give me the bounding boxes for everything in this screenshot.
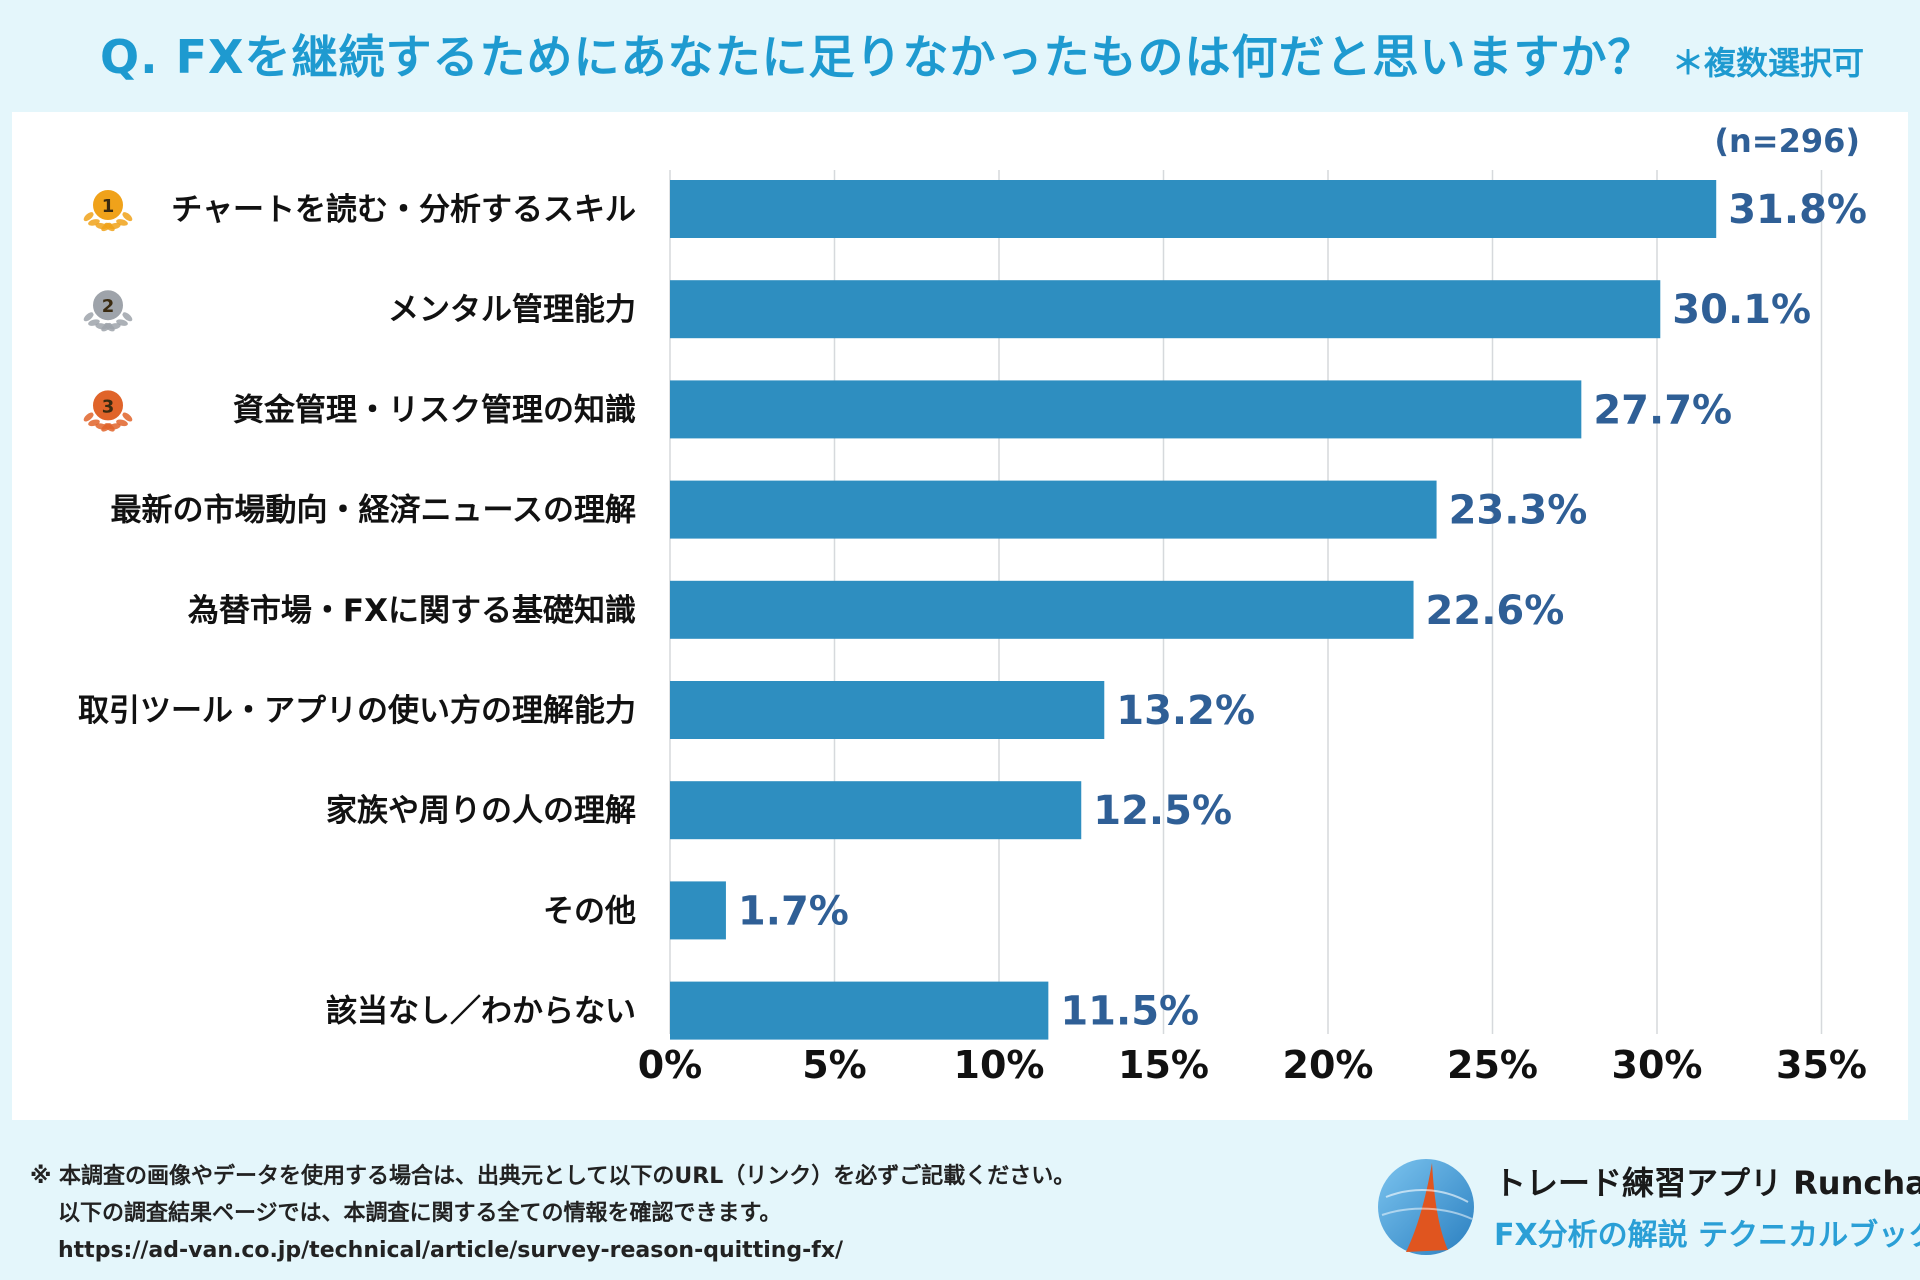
medal-disc xyxy=(91,388,125,423)
laurel-leaf xyxy=(122,212,133,222)
x-tick-label: 30% xyxy=(1612,1043,1703,1087)
bar-value-label: 30.1% xyxy=(1672,287,1811,333)
bar-value-label: 27.7% xyxy=(1593,387,1732,433)
category-label: その他 xyxy=(543,893,636,929)
medal-disc xyxy=(91,288,125,323)
runcha-logo-icon xyxy=(1378,1159,1474,1255)
medal-rank-label: 2 xyxy=(102,296,115,317)
medal-disc xyxy=(91,188,125,222)
x-tick-label: 35% xyxy=(1776,1043,1867,1087)
bar xyxy=(670,480,1437,539)
bar xyxy=(670,881,726,940)
rank-medal-icon: 3 xyxy=(83,388,133,432)
bar-value-label: 11.5% xyxy=(1060,989,1199,1035)
laurel-leaf xyxy=(101,423,112,432)
source-url[interactable]: https://ad-van.co.jp/technical/article/s… xyxy=(58,1238,844,1263)
brand-name: トレード練習アプリ Runcha xyxy=(1494,1164,1920,1202)
laurel-leaf xyxy=(122,312,133,322)
laurel-leaf xyxy=(122,412,133,422)
bar-value-label: 1.7% xyxy=(738,888,849,934)
bar-chart: 0% 5% 10% 15% 20% 25% 30% 35% (n=296) 31.8% チャートを読… xyxy=(78,122,1867,1087)
usage-note-line2: 以下の調査結果ページでは、本調査に関する全ての情報を確認できます。 xyxy=(58,1201,782,1226)
category-label: 資金管理・リスク管理の知識 xyxy=(233,392,636,428)
category-label: 為替市場・FXに関する基礎知識 xyxy=(188,593,636,629)
laurel-leaf xyxy=(83,212,94,222)
x-tick-label: 20% xyxy=(1283,1043,1374,1087)
x-tick-label: 5% xyxy=(802,1043,867,1087)
category-label: メンタル管理能力 xyxy=(388,292,636,328)
medal-rank-label: 3 xyxy=(102,396,115,417)
rank-medal-icon: 1 xyxy=(83,188,133,232)
chart-title: Q. FXを継続するためにあなたに足りなかったものは何だと思いますか？ xyxy=(100,30,1655,84)
bar-value-label: 23.3% xyxy=(1449,488,1588,534)
multiple-choice-note: ＊複数選択可 xyxy=(1671,44,1864,82)
category-label: チャートを読む・分析するスキル xyxy=(171,192,636,228)
category-label: 最新の市場動向・経済ニュースの理解 xyxy=(111,493,636,529)
bar-value-label: 13.2% xyxy=(1116,688,1255,734)
chart-panel: 0% 5% 10% 15% 20% 25% 30% 35% (n=296) 31.8% チャートを読… xyxy=(12,112,1908,1120)
bar xyxy=(670,180,1717,238)
bar xyxy=(670,380,1582,439)
rank-medal-icon: 2 xyxy=(83,288,133,332)
category-label: 家族や周りの人の理解 xyxy=(326,793,636,829)
bar xyxy=(670,981,1049,1040)
laurel-leaf xyxy=(101,322,112,332)
bar-value-label: 22.6% xyxy=(1426,588,1565,634)
x-tick-label: 10% xyxy=(954,1043,1045,1087)
laurel-leaf xyxy=(83,412,94,422)
bar xyxy=(670,580,1414,639)
sample-size-label: (n=296) xyxy=(1714,122,1860,160)
bar xyxy=(670,681,1105,739)
bar xyxy=(670,280,1661,339)
x-tick-label: 25% xyxy=(1447,1043,1538,1087)
category-label: 取引ツール・アプリの使い方の理解能力 xyxy=(78,693,636,729)
bar xyxy=(670,781,1082,840)
usage-note: ※ 本調査の画像やデータを使用する場合は、出典元として以下のURL（リンク）を必… xyxy=(30,1158,1075,1269)
laurel-leaf xyxy=(83,312,94,322)
usage-note-line1: ※ 本調査の画像やデータを使用する場合は、出典元として以下のURL（リンク）を必… xyxy=(30,1164,1076,1189)
x-tick-label: 0% xyxy=(638,1043,703,1087)
laurel-leaf xyxy=(101,222,112,232)
medal-rank-label: 1 xyxy=(102,196,115,217)
x-tick-label: 15% xyxy=(1118,1043,1209,1087)
category-label: 該当なし／わからない xyxy=(326,994,636,1030)
bar-value-label: 31.8% xyxy=(1728,187,1867,233)
brand-subtitle: FX分析の解説 テクニカルブック xyxy=(1494,1218,1920,1253)
bar-value-label: 12.5% xyxy=(1093,788,1232,834)
